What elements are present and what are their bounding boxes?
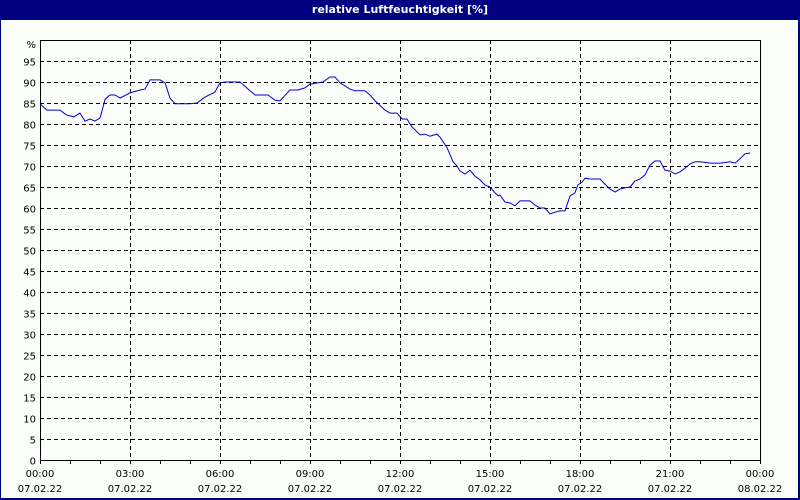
y-tick-label: 40 <box>23 289 36 300</box>
y-axis-labels: 0 5 10 15 20 25 30 35 40 45 50 55 60 65 70 75 80 85 90 95% <box>23 40 36 468</box>
x-tick-date: 08.02.22 <box>738 484 783 495</box>
x-tick-time: 00:00 <box>746 469 775 480</box>
x-tick-date: 07.02.22 <box>108 484 153 495</box>
x-axis-labels: 00:00 07.02.22 03:00 07.02.22 06:00 07.02.22 0… <box>18 469 783 495</box>
y-tick-label: 5 <box>30 436 36 447</box>
y-tick-label: 50 <box>23 247 36 258</box>
x-tick-date: 07.02.22 <box>18 484 63 495</box>
x-tick-date: 07.02.22 <box>378 484 423 495</box>
y-tick-label: 80 <box>23 121 36 132</box>
y-tick-label: 35 <box>23 310 36 321</box>
x-tick-date: 07.02.22 <box>468 484 513 495</box>
x-tick-date: 07.02.22 <box>558 484 603 495</box>
x-tick-time: 21:00 <box>656 469 685 480</box>
x-tick-date: 07.02.22 <box>288 484 333 495</box>
y-tick-label: 85 <box>23 100 36 111</box>
x-tick-date: 07.02.22 <box>648 484 693 495</box>
grid-lines <box>40 40 761 464</box>
y-tick-label: 60 <box>23 205 36 216</box>
x-tick-time: 12:00 <box>386 469 415 480</box>
y-tick-label: 25 <box>23 352 36 363</box>
x-tick-date: 07.02.22 <box>198 484 243 495</box>
x-tick-time: 15:00 <box>476 469 505 480</box>
y-tick-label: 75 <box>23 142 36 153</box>
y-tick-label: 30 <box>23 331 36 342</box>
y-tick-label: 95 <box>23 58 36 69</box>
y-tick-label: 65 <box>23 184 36 195</box>
y-tick-label: 0 <box>30 457 36 468</box>
x-tick-time: 09:00 <box>296 469 325 480</box>
x-tick-time: 03:00 <box>116 469 145 480</box>
x-tick-time: 18:00 <box>566 469 595 480</box>
y-tick-label: 70 <box>23 163 36 174</box>
y-tick-label: 45 <box>23 268 36 279</box>
x-tick-time: 06:00 <box>206 469 235 480</box>
y-tick-label: 15 <box>23 394 36 405</box>
y-tick-label: 55 <box>23 226 36 237</box>
humidity-line <box>39 76 751 215</box>
y-tick-label: 20 <box>23 373 36 384</box>
x-tick-time: 00:00 <box>26 469 55 480</box>
y-tick-label: 90 <box>23 79 36 90</box>
plot-area-border <box>40 40 761 461</box>
y-tick-label: 10 <box>23 415 36 426</box>
chart-title-bar: relative Luftfeuchtigkeit [%] <box>0 0 800 20</box>
chart-title: relative Luftfeuchtigkeit [%] <box>311 3 489 16</box>
y-tick-label: % <box>26 40 36 51</box>
